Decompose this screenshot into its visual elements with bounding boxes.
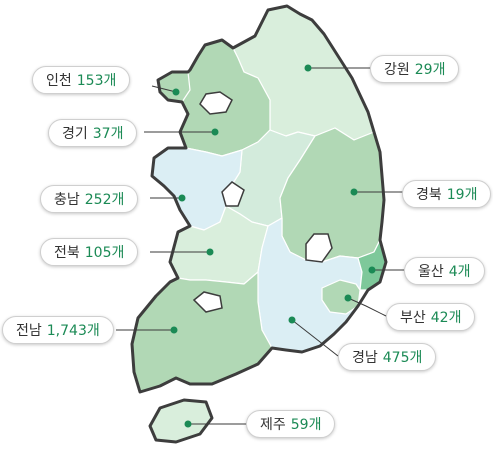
label-jeonbuk-name: 전북	[54, 245, 80, 261]
region-jeonnam[interactable]	[131, 271, 273, 393]
label-jeju-name: 제주	[260, 417, 286, 433]
region-jeju[interactable]	[149, 399, 213, 443]
label-jeonbuk-count: 105개	[84, 245, 125, 261]
dot-gyeonggi	[211, 128, 219, 136]
dot-jeju	[184, 420, 192, 428]
label-gangwon-name: 강원	[384, 62, 410, 78]
label-gyeongnam[interactable]: 경남 475개	[338, 343, 437, 371]
leader-incheon	[151, 85, 177, 93]
label-busan-count: 42개	[430, 310, 462, 326]
label-ulsan-name: 울산	[418, 264, 444, 280]
label-chungnam-count: 252개	[84, 192, 125, 208]
dot-gyeongnam	[288, 316, 296, 324]
label-gyeongbuk-count: 19개	[446, 187, 478, 203]
label-jeju[interactable]: 제주 59개	[246, 410, 336, 438]
label-incheon-name: 인천	[46, 73, 72, 89]
label-busan[interactable]: 부산 42개	[386, 303, 476, 331]
label-gangwon-count: 29개	[414, 62, 446, 78]
label-gyeonggi-name: 경기	[62, 126, 88, 142]
label-jeonbuk[interactable]: 전북 105개	[40, 238, 139, 266]
city-hole-seoul	[199, 91, 233, 115]
dot-incheon	[172, 88, 180, 96]
label-gyeonggi[interactable]: 경기 37개	[48, 119, 138, 147]
city-hole-daegu	[305, 233, 333, 263]
jeju-outline	[148, 398, 214, 444]
dot-jeonbuk	[206, 248, 214, 256]
label-jeonnam-count: 1,743개	[46, 323, 100, 339]
label-gyeongnam-count: 475개	[382, 350, 423, 366]
dot-gangwon	[304, 64, 312, 72]
label-gyeongbuk[interactable]: 경북 19개	[402, 180, 492, 208]
label-jeonnam-name: 전남	[16, 323, 42, 339]
label-ulsan-count: 4개	[448, 264, 471, 280]
label-gyeongbuk-name: 경북	[416, 187, 442, 203]
mainland-outline	[130, 4, 388, 394]
dot-chungnam	[178, 194, 186, 202]
label-gangwon[interactable]: 강원 29개	[370, 55, 460, 83]
label-jeju-count: 59개	[290, 417, 322, 433]
dot-ulsan	[368, 266, 376, 274]
dot-busan	[344, 294, 352, 302]
label-jeonnam[interactable]: 전남 1,743개	[2, 316, 114, 344]
label-chungnam[interactable]: 충남 252개	[40, 185, 139, 213]
dot-gyeongbuk	[350, 188, 358, 196]
label-busan-name: 부산	[400, 310, 426, 326]
leader-gyeongnam	[291, 319, 339, 357]
label-incheon-count: 153개	[76, 73, 117, 89]
label-incheon[interactable]: 인천 153개	[32, 66, 131, 94]
city-hole-gwangju	[192, 291, 223, 313]
label-gyeonggi-count: 37개	[92, 126, 124, 142]
city-hole-daejeon	[221, 181, 245, 207]
label-gyeongnam-name: 경남	[352, 350, 378, 366]
dot-jeonnam	[170, 326, 178, 334]
label-ulsan[interactable]: 울산 4개	[404, 257, 485, 285]
label-chungnam-name: 충남	[54, 192, 80, 208]
leader-busan	[347, 297, 387, 317]
